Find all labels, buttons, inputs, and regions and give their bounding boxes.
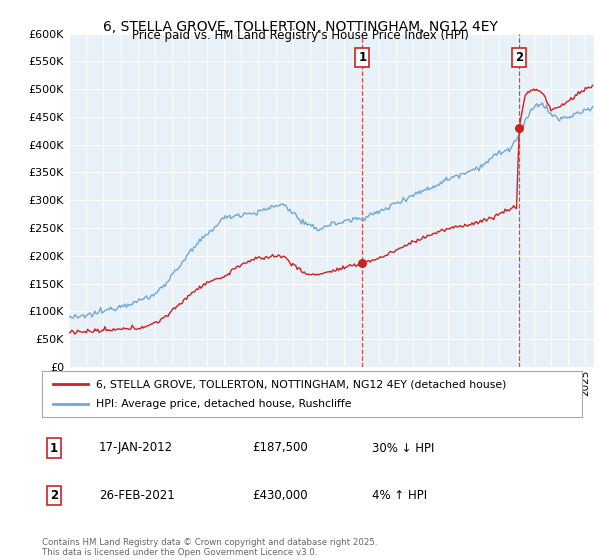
Text: 6, STELLA GROVE, TOLLERTON, NOTTINGHAM, NG12 4EY (detached house): 6, STELLA GROVE, TOLLERTON, NOTTINGHAM, … [96,379,506,389]
Text: 4% ↑ HPI: 4% ↑ HPI [372,489,427,502]
Text: Contains HM Land Registry data © Crown copyright and database right 2025.
This d: Contains HM Land Registry data © Crown c… [42,538,377,557]
Text: £187,500: £187,500 [252,441,308,455]
Text: 30% ↓ HPI: 30% ↓ HPI [372,441,434,455]
Text: HPI: Average price, detached house, Rushcliffe: HPI: Average price, detached house, Rush… [96,399,352,409]
Text: 6, STELLA GROVE, TOLLERTON, NOTTINGHAM, NG12 4EY: 6, STELLA GROVE, TOLLERTON, NOTTINGHAM, … [103,20,497,34]
Text: £430,000: £430,000 [252,489,308,502]
Text: Price paid vs. HM Land Registry's House Price Index (HPI): Price paid vs. HM Land Registry's House … [131,29,469,42]
Text: 26-FEB-2021: 26-FEB-2021 [99,489,175,502]
Text: 2: 2 [50,489,58,502]
Text: 17-JAN-2012: 17-JAN-2012 [99,441,173,455]
Text: 2: 2 [515,51,523,64]
Text: 1: 1 [50,441,58,455]
Text: 1: 1 [358,51,367,64]
